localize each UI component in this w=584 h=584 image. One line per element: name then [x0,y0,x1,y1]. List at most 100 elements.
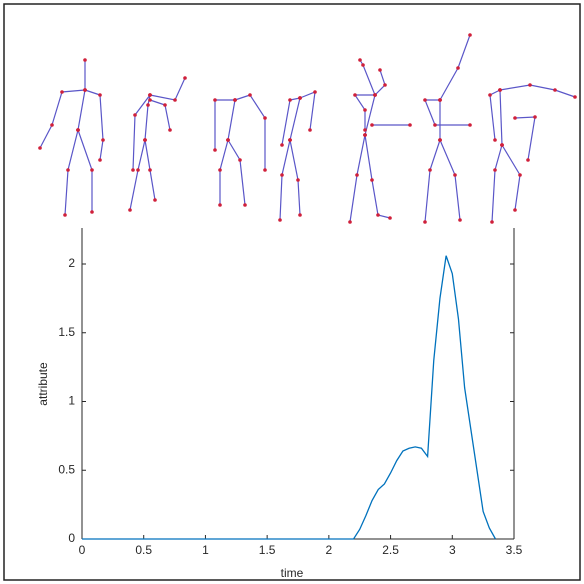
skeleton [364,134,391,219]
x-tick-label: 1 [202,543,209,557]
x-tick-label: 1.5 [259,543,276,557]
joint [453,173,457,177]
skeleton [424,99,470,126]
joint [131,168,135,172]
joint [370,123,374,127]
joint [243,203,247,207]
joint [213,98,217,102]
joint [226,138,230,142]
joint [98,93,102,97]
joint [173,98,177,102]
joint [298,213,302,217]
x-tick-label: 3 [449,543,456,557]
joint [433,123,437,127]
joint [136,168,140,172]
joint [218,168,222,172]
joint [363,133,367,137]
x-tick-label: 3.5 [506,543,523,557]
frame [3,3,581,581]
joint [498,88,502,92]
joint [363,108,367,112]
joint [298,96,302,100]
joint [376,213,380,217]
joint [493,168,497,172]
joint [348,220,352,224]
joint [66,168,70,172]
joint [263,168,267,172]
skeleton-figures [38,33,577,224]
joint [218,203,222,207]
y-tick-label: 1.5 [58,325,75,339]
joint [458,218,462,222]
joint [488,93,492,97]
joint [353,93,357,97]
joint [308,128,312,132]
joint [278,218,282,222]
joint [168,128,172,132]
joint [468,123,472,127]
joint [383,83,387,87]
joint [213,148,217,152]
x-tick-label: 0 [79,543,86,557]
joint [553,88,557,92]
joint [146,103,150,107]
joint [148,168,152,172]
joint [528,83,532,87]
joint [296,178,300,182]
joint [313,90,317,94]
y-tick-label: 0.5 [58,462,75,476]
joint [513,116,517,120]
x-tick-label: 2 [326,543,333,557]
joint [148,93,152,97]
joint [361,63,365,67]
joint [363,128,367,132]
joint [428,168,432,172]
joint [263,116,267,120]
x-axis-label: time [281,566,304,580]
y-axis-label: attribute [36,362,50,406]
joint [438,98,442,102]
joint [38,146,42,150]
joint [63,213,67,217]
x-tick-label: 0.5 [135,543,152,557]
skeleton [359,59,376,136]
joint [518,173,522,177]
joint [143,138,147,142]
joint [98,158,102,162]
skeleton [353,94,375,130]
joint [90,210,94,214]
data-line [82,255,497,540]
joint [438,138,442,142]
joint [280,173,284,177]
joint [233,98,237,102]
joint [423,220,427,224]
joint [50,123,54,127]
joint [370,178,374,182]
joint [128,208,132,212]
joint [133,113,137,117]
joint [493,138,497,142]
joint [373,93,377,97]
joint [183,76,187,80]
skeleton [227,99,236,141]
joint [60,90,64,94]
skeleton [499,84,576,98]
joint [490,220,494,224]
joint [456,66,460,70]
joint [513,208,517,212]
joint [358,58,362,62]
joint [378,68,382,72]
joint [90,168,94,172]
skeleton [39,89,86,149]
joint [468,33,472,37]
skeleton [289,97,301,141]
joint [388,216,392,220]
joint [423,98,427,102]
y-tick-label: 1 [68,394,75,408]
joint [533,115,537,119]
joint [500,143,504,147]
joint [83,58,87,62]
joint [163,103,167,107]
y-tick-label: 2 [68,256,75,270]
